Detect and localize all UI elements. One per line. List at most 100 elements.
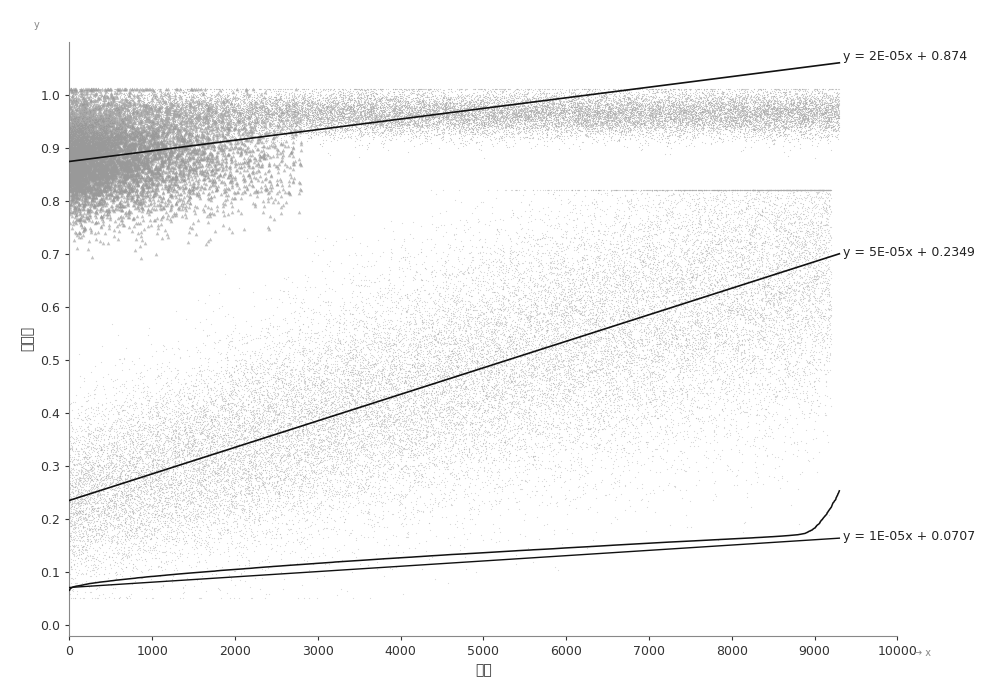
Point [337,304,353,315]
Point [171,168,187,179]
Point [399,262,415,273]
Point [734,105,750,117]
Point [116,87,132,98]
Point [240,114,256,126]
Point [413,360,429,371]
Point [741,258,757,269]
Point [634,290,650,302]
Point [501,353,517,364]
Point [492,107,508,118]
Point [351,420,367,431]
Point [683,107,699,118]
Point [282,400,298,411]
Point [722,427,738,438]
Point [745,330,761,341]
Point [387,472,403,483]
Point [488,379,504,390]
Point [646,96,662,107]
Point [753,329,769,341]
Point [764,104,780,115]
Point [443,273,459,284]
Point [262,100,278,111]
Point [638,204,654,215]
Point [234,469,250,480]
Point [416,321,432,332]
Point [510,266,526,277]
Point [133,109,149,120]
Point [286,112,302,123]
Point [224,535,240,547]
Point [65,512,81,523]
Point [164,210,180,221]
Point [597,218,613,230]
Point [236,138,252,149]
Point [485,391,501,402]
Point [802,96,818,107]
Point [696,383,712,394]
Point [294,97,310,108]
Point [359,89,375,101]
Point [585,364,601,376]
Point [189,188,205,200]
Point [431,376,447,387]
Point [818,112,834,124]
Point [625,336,641,347]
Point [755,334,771,345]
Point [664,257,680,268]
Point [404,105,420,117]
Point [70,173,86,184]
Point [236,338,252,349]
Point [299,407,315,418]
Point [823,109,839,120]
Point [406,328,422,339]
Point [296,532,312,543]
Point [587,105,603,117]
Point [181,102,197,113]
Point [619,265,635,276]
Point [743,237,759,248]
Point [475,438,491,449]
Point [358,315,374,327]
Point [451,94,467,105]
Point [694,326,710,337]
Point [120,164,136,175]
Point [598,93,614,104]
Point [417,135,433,147]
Point [657,96,673,107]
Point [573,330,589,341]
Point [596,441,612,452]
Point [187,440,203,451]
Point [156,97,172,108]
Point [688,92,704,103]
Point [537,343,553,355]
Point [589,107,605,118]
Point [372,402,388,413]
Point [340,374,356,385]
Point [651,95,667,106]
Point [435,104,451,115]
Point [543,114,559,126]
Point [415,95,431,106]
Point [260,437,276,448]
Point [734,254,750,265]
Point [131,117,147,128]
Point [783,98,799,109]
Point [711,234,727,245]
Point [70,502,86,513]
Point [429,375,445,386]
Point [332,126,348,138]
Point [441,396,457,407]
Point [149,511,165,522]
Point [75,105,91,116]
Point [74,172,90,184]
Point [541,340,557,351]
Point [137,100,153,111]
Point [526,296,542,307]
Point [404,461,420,472]
Point [403,104,419,115]
Point [489,107,505,119]
Point [86,146,102,157]
Point [417,441,433,452]
Point [250,105,266,116]
Point [413,324,429,335]
